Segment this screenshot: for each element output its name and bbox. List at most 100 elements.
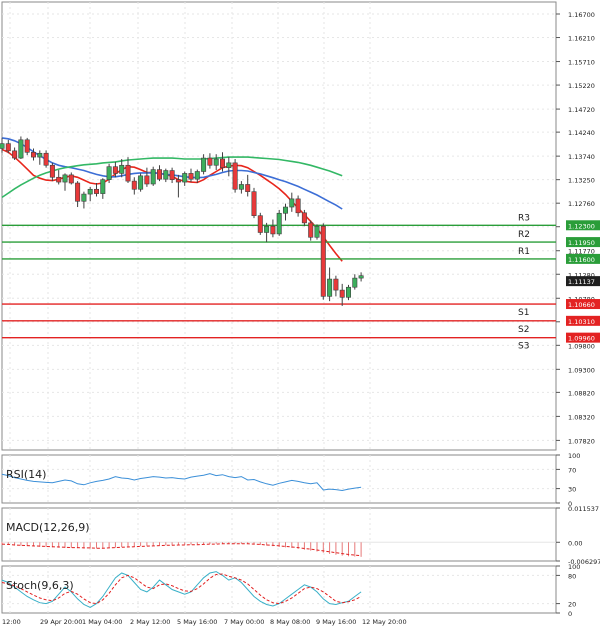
bullish-candle [194, 171, 200, 180]
level-tag-r1 [566, 253, 600, 264]
price-tick-label: 1.16210 [568, 35, 595, 43]
level-label-r3: R3 [518, 213, 530, 223]
bullish-candle [314, 225, 320, 238]
bearish-candle [257, 215, 263, 233]
level-tag-text: 1.09960 [568, 335, 595, 343]
price-tick-label: 1.11770 [568, 248, 595, 256]
bullish-candle [62, 174, 68, 183]
time-tick-label: 12 May 20:00 [362, 618, 407, 626]
bearish-candle [68, 174, 74, 184]
stoch-title: Stoch(9,6,3) [6, 579, 74, 592]
price-tick-label: 1.11280 [568, 271, 595, 279]
bearish-candle [251, 191, 257, 216]
bullish-candle [150, 169, 156, 185]
stoch-tick-label: 80 [568, 572, 576, 580]
price-tick-label: 1.12760 [568, 200, 595, 208]
bullish-candle [201, 157, 207, 172]
rsi-line [1, 473, 362, 492]
price-tick-label: 1.08820 [568, 389, 595, 397]
bullish-candle [352, 277, 358, 288]
time-tick-label: 2 May 12:00 [130, 618, 170, 626]
macd-title: MACD(12,26,9) [6, 521, 90, 534]
bearish-candle [5, 143, 11, 152]
bearish-candle [220, 158, 226, 168]
axes-layer: 1.16700 1.16210 1.15710 1.15220 1.14720 1.142… [2, 11, 600, 626]
level-tag-s3 [566, 332, 600, 343]
bullish-candle [119, 164, 125, 174]
bullish-candle [213, 158, 219, 166]
stochastic-panel: Stoch(9,6,3) [1, 571, 556, 608]
macd-panel: MACD(12,26,9) [1, 521, 556, 557]
bullish-candle [81, 193, 87, 202]
bearish-candle [30, 151, 36, 158]
bearish-candle [295, 198, 301, 214]
time-tick-label: 8 May 08:00 [270, 618, 310, 626]
price-tick-label: 1.16700 [568, 11, 595, 19]
level-tag-text: 1.11600 [568, 256, 595, 264]
price-tick-label: 1.07820 [568, 437, 595, 445]
price-tick-label: 1.09300 [568, 366, 595, 374]
price-tick-label: 1.13740 [568, 153, 595, 161]
bullish-candle [87, 188, 93, 195]
time-tick-label: 5 May 16:00 [177, 618, 217, 626]
time-tick-label: 7 May 00:00 [224, 618, 264, 626]
bearish-candle [175, 179, 181, 183]
bearish-candle [94, 188, 100, 194]
stoch-main-line [1, 571, 362, 608]
bearish-candle [131, 180, 137, 190]
level-tag-r2 [566, 237, 600, 248]
bullish-candle [138, 175, 144, 190]
level-tag-r3 [566, 220, 600, 231]
price-tick-label: 1.09800 [568, 342, 595, 350]
bullish-candle [106, 166, 112, 180]
level-label-s2: S2 [518, 325, 529, 335]
macd-tick-label: 0.011537 [568, 505, 599, 513]
level-label-r1: R1 [518, 247, 530, 257]
level-label-r2: R2 [518, 230, 530, 240]
bearish-candle [270, 225, 276, 235]
price-tick-label: 1.14720 [568, 106, 595, 114]
price-panel: R3 R2 R1 S1 S2 S3 [0, 136, 556, 352]
bearish-candle [169, 170, 175, 180]
price-tick-label: 1.13250 [568, 177, 595, 185]
macd-tick-label: -0.006297 [568, 558, 600, 566]
rsi-tick-label: 100 [568, 452, 580, 460]
time-tick-label: 12:00 [2, 618, 21, 626]
time-tick-label: 1 May 04:00 [82, 618, 122, 626]
bearish-candle [56, 176, 62, 183]
price-tick-label: 1.15710 [568, 59, 595, 67]
stoch-tick-label: 100 [568, 563, 580, 571]
bearish-candle [301, 212, 307, 224]
bullish-candle [345, 286, 351, 298]
bearish-candle [112, 166, 118, 174]
stoch-signal-line [1, 573, 362, 605]
level-tag-s2 [566, 315, 600, 326]
bullish-candle [182, 173, 188, 183]
rsi-tick-label: 70 [568, 466, 576, 474]
bullish-candle [282, 206, 288, 214]
stoch-panel-frame [1, 565, 557, 614]
bullish-candle [238, 184, 244, 190]
bullish-candle [327, 278, 333, 297]
bullish-candle [163, 170, 169, 180]
bearish-candle [245, 184, 251, 192]
rsi-tick-label: 30 [568, 486, 576, 494]
bearish-candle [188, 173, 194, 180]
level-label-s1: S1 [518, 308, 529, 318]
price-tick-label: 1.15220 [568, 82, 595, 90]
bullish-candle [358, 275, 364, 279]
bearish-candle [339, 289, 345, 298]
bearish-candle [43, 152, 49, 166]
time-tick-label: 9 May 16:00 [316, 618, 356, 626]
bullish-candle [226, 162, 232, 168]
macd-tick-label: 0.00 [568, 539, 582, 547]
stoch-tick-label: 0 [568, 610, 572, 618]
price-tick-label: 1.08320 [568, 413, 595, 421]
bullish-candle [18, 139, 24, 159]
current-price-text: 1.11137 [568, 278, 595, 286]
bearish-candle [308, 222, 314, 238]
bullish-candle [289, 198, 295, 208]
level-tag-s1 [566, 299, 600, 310]
level-tag-text: 1.12300 [568, 222, 595, 230]
bearish-candle [157, 169, 163, 180]
